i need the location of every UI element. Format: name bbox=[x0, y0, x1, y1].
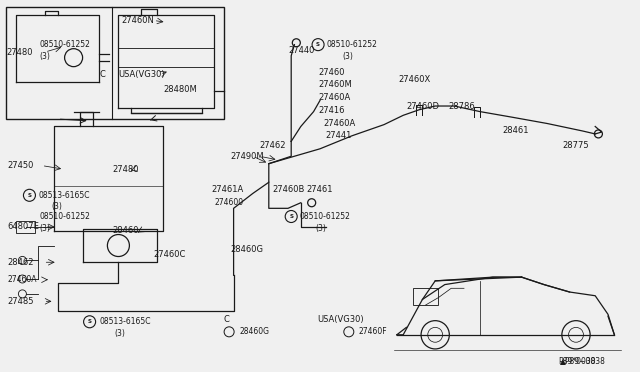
Text: 08513-6165C: 08513-6165C bbox=[99, 317, 150, 326]
Text: S: S bbox=[289, 214, 293, 219]
Text: 28460G: 28460G bbox=[230, 245, 264, 254]
Text: 08510-61252: 08510-61252 bbox=[40, 212, 91, 221]
Text: 27416: 27416 bbox=[319, 106, 345, 115]
Text: 27460C: 27460C bbox=[154, 250, 186, 259]
Text: 27485: 27485 bbox=[8, 297, 34, 306]
Text: 27460A: 27460A bbox=[323, 119, 355, 128]
Text: 28775: 28775 bbox=[562, 141, 589, 150]
Text: 27460X: 27460X bbox=[398, 76, 430, 84]
Text: 08510-61252: 08510-61252 bbox=[40, 40, 91, 49]
Text: C: C bbox=[224, 315, 230, 324]
Text: 27460N: 27460N bbox=[122, 16, 154, 25]
Text: S: S bbox=[28, 193, 31, 198]
Text: (3): (3) bbox=[114, 329, 125, 338]
Text: 27460F: 27460F bbox=[358, 327, 387, 336]
Text: 27460M: 27460M bbox=[319, 80, 353, 89]
Text: 27480: 27480 bbox=[6, 48, 33, 57]
Text: (3): (3) bbox=[40, 224, 51, 233]
Text: 27461: 27461 bbox=[306, 185, 332, 194]
Text: S: S bbox=[316, 42, 320, 47]
Text: 27461A: 27461A bbox=[211, 185, 243, 194]
Text: 28460G: 28460G bbox=[240, 327, 270, 336]
Text: 27450: 27450 bbox=[8, 161, 34, 170]
Text: (3): (3) bbox=[342, 52, 353, 61]
Text: (3): (3) bbox=[40, 52, 51, 61]
Text: 27480: 27480 bbox=[112, 165, 138, 174]
Text: 64807E: 64807E bbox=[8, 222, 40, 231]
Text: 27490M: 27490M bbox=[230, 152, 264, 161]
Text: 28460: 28460 bbox=[112, 226, 138, 235]
Text: 08510-61252: 08510-61252 bbox=[300, 212, 350, 221]
Text: 27441: 27441 bbox=[325, 131, 351, 140]
Text: 27462: 27462 bbox=[259, 141, 285, 150]
Text: ▲P89−0038: ▲P89−0038 bbox=[560, 356, 606, 365]
Text: C: C bbox=[99, 70, 105, 79]
Text: USA(VG30): USA(VG30) bbox=[118, 70, 165, 79]
Text: 27440: 27440 bbox=[288, 46, 314, 55]
Text: 27460A: 27460A bbox=[8, 275, 37, 284]
Text: 28461: 28461 bbox=[502, 126, 529, 135]
Text: 27460: 27460 bbox=[319, 68, 345, 77]
Text: 28786: 28786 bbox=[448, 102, 475, 110]
Text: 28462: 28462 bbox=[8, 258, 34, 267]
Text: 27460D: 27460D bbox=[406, 102, 440, 110]
Text: (3): (3) bbox=[315, 224, 326, 233]
Text: 08513-6165C: 08513-6165C bbox=[38, 191, 90, 200]
Text: 27460A: 27460A bbox=[319, 93, 351, 102]
Text: 28480M: 28480M bbox=[163, 85, 197, 94]
Text: 274600: 274600 bbox=[214, 198, 244, 207]
Text: 27460B: 27460B bbox=[272, 185, 305, 194]
Text: (3): (3) bbox=[51, 202, 62, 211]
Text: P89*0038: P89*0038 bbox=[558, 357, 596, 366]
Text: S: S bbox=[88, 319, 92, 324]
Text: USA(VG30): USA(VG30) bbox=[317, 315, 364, 324]
Text: 08510-61252: 08510-61252 bbox=[326, 40, 377, 49]
